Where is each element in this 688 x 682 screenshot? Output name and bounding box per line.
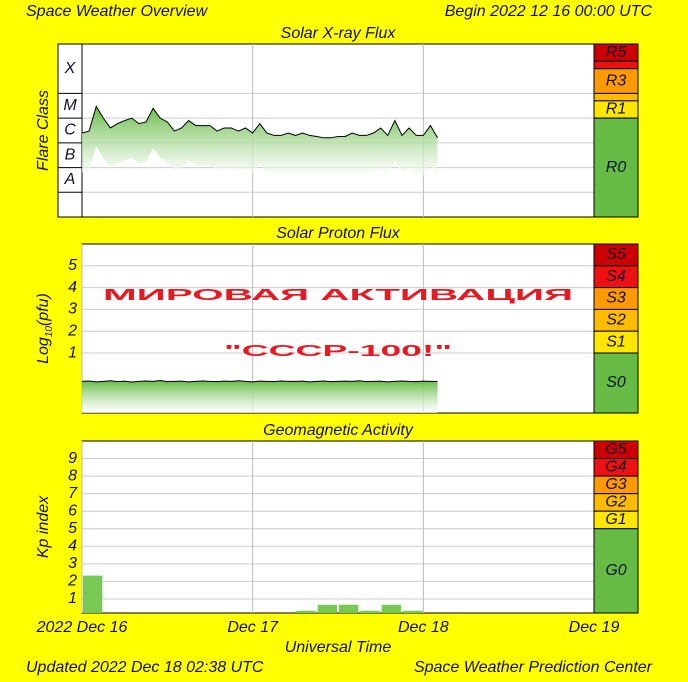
x-tick-label: 2022 Dec 16 xyxy=(36,619,128,636)
scale-label: R3 xyxy=(606,72,627,89)
bar xyxy=(339,604,359,613)
scale-label: S2 xyxy=(606,312,626,329)
y-tick-label: M xyxy=(63,97,77,114)
bar xyxy=(403,610,423,613)
class-column xyxy=(57,43,83,218)
scale-band xyxy=(593,68,639,94)
scale-label: S0 xyxy=(606,374,626,391)
bar xyxy=(83,575,103,613)
y-axis-label-part: Log xyxy=(35,337,52,364)
panel-title: Geomagnetic Activity xyxy=(263,422,414,439)
overlay-text: МИРОВАЯ АКТИВАЦИЯ xyxy=(103,287,573,304)
scale-label: G5 xyxy=(605,441,626,458)
scale-band xyxy=(593,528,639,614)
y-tick-label: A xyxy=(64,171,76,188)
scale-label: S1 xyxy=(606,333,626,350)
scale-label: S3 xyxy=(606,290,626,307)
y-axis-label: Flare Class xyxy=(35,90,52,171)
x-tick-label: Dec 19 xyxy=(569,619,620,636)
scale-label: R5 xyxy=(606,44,627,61)
y-tick-label: C xyxy=(64,122,76,139)
data-line xyxy=(81,380,438,383)
y-tick-label: 3 xyxy=(68,301,77,318)
y-tick-label: 8 xyxy=(68,467,77,484)
x-tick-label: Dec 17 xyxy=(227,619,279,636)
y-axis-label: Log10(pfu) xyxy=(35,293,55,364)
y-tick-label: B xyxy=(65,146,76,163)
scale-band xyxy=(593,117,639,218)
scale-label: R1 xyxy=(606,101,626,118)
y-tick-label: 1 xyxy=(68,590,77,607)
y-tick-label: 2 xyxy=(67,322,77,339)
plot-area xyxy=(81,440,595,614)
bar xyxy=(360,610,380,613)
begin-time: Begin 2022 12 16 00:00 UTC xyxy=(445,3,653,20)
area-fill xyxy=(82,380,438,413)
bar xyxy=(317,604,337,613)
panel-title: Solar Proton Flux xyxy=(276,225,401,242)
scale-label: G4 xyxy=(605,459,626,476)
panel-title: Solar X-ray Flux xyxy=(281,25,397,42)
area-fill xyxy=(82,106,438,178)
updated-time: Updated 2022 Dec 18 02:38 UTC xyxy=(26,659,264,676)
y-axis-label-part: 10 xyxy=(44,326,55,338)
y-tick-label: 9 xyxy=(68,450,77,467)
scale-label: G2 xyxy=(605,494,626,511)
y-tick-label: 6 xyxy=(68,502,77,519)
y-tick-label: 5 xyxy=(68,257,77,274)
y-tick-label: 4 xyxy=(68,538,77,555)
y-tick-label: X xyxy=(64,60,77,77)
y-tick-label: 7 xyxy=(68,485,78,502)
page-title: Space Weather Overview xyxy=(26,3,209,20)
source: Space Weather Prediction Center xyxy=(414,659,653,676)
scale-label: S4 xyxy=(606,268,626,285)
y-tick-label: 2 xyxy=(67,573,77,590)
scale-label: G3 xyxy=(605,476,626,493)
x-axis-label: Universal Time xyxy=(285,639,392,656)
x-tick-label: Dec 18 xyxy=(398,619,449,636)
y-tick-label: 3 xyxy=(68,555,77,572)
scale-band xyxy=(593,60,639,70)
bar xyxy=(296,610,316,613)
y-axis-label-part: (pfu) xyxy=(35,293,52,326)
scale-label: R0 xyxy=(606,159,627,176)
scale-band xyxy=(593,352,639,414)
overlay-text: "СССР-100!" xyxy=(224,343,452,360)
y-tick-label: 5 xyxy=(68,520,77,537)
scale-label: G1 xyxy=(605,511,626,528)
scale-label: G0 xyxy=(605,562,626,579)
scale-label: S5 xyxy=(606,246,626,263)
y-axis-label: Kp index xyxy=(35,495,52,558)
data-line xyxy=(81,105,438,139)
y-tick-label: 1 xyxy=(68,344,77,361)
bar xyxy=(381,604,401,613)
y-tick-label: 4 xyxy=(68,279,77,296)
